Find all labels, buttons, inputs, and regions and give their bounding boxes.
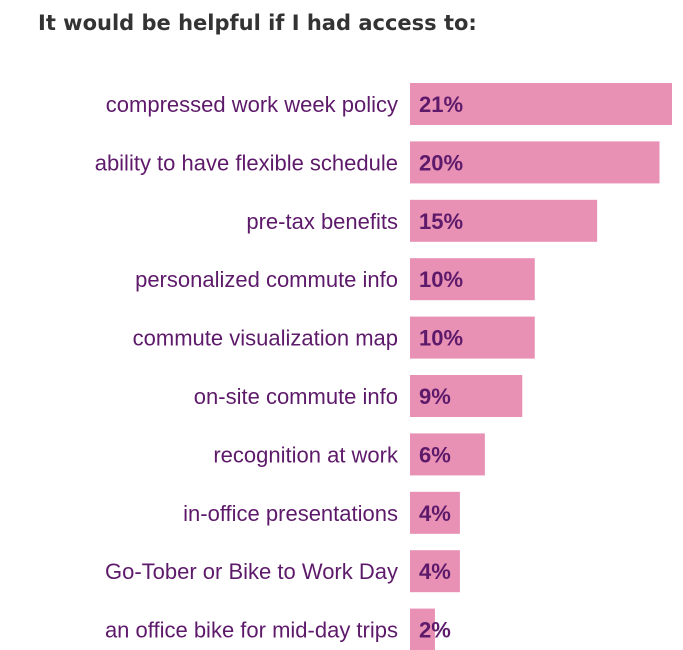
value-label: 10% xyxy=(419,326,463,351)
bar xyxy=(410,491,460,534)
category-label: pre-tax benefits xyxy=(246,209,398,234)
category-label: an office bike for mid-day trips xyxy=(105,618,398,643)
bar xyxy=(410,141,660,184)
category-label: ability to have flexible schedule xyxy=(95,150,398,175)
bar xyxy=(410,375,523,417)
bars-group: compressed work week policy 21% ability to… xyxy=(95,83,672,650)
category-label: personalized commute info xyxy=(135,267,398,292)
value-label: 15% xyxy=(419,209,463,234)
value-label: 4% xyxy=(419,559,451,584)
bar xyxy=(410,550,460,593)
value-label: 2% xyxy=(419,618,451,643)
category-label: on-site commute info xyxy=(194,384,398,409)
bar xyxy=(410,83,672,125)
category-label: recognition at work xyxy=(213,442,399,467)
value-label: 20% xyxy=(419,150,463,175)
value-label: 9% xyxy=(419,384,451,409)
value-label: 4% xyxy=(419,501,451,526)
category-label: in-office presentations xyxy=(183,501,398,526)
chart-title: It would be helpful if I had access to: xyxy=(38,11,477,35)
value-label: 6% xyxy=(419,442,451,467)
bar xyxy=(410,608,435,650)
category-label: commute visualization map xyxy=(133,326,398,351)
value-label: 21% xyxy=(419,92,463,117)
category-label: compressed work week policy xyxy=(106,92,398,117)
bar xyxy=(410,316,535,359)
bar xyxy=(410,433,485,476)
bar xyxy=(410,199,598,242)
bar xyxy=(410,258,535,301)
category-label: Go-Tober or Bike to Work Day xyxy=(105,559,398,584)
value-label: 10% xyxy=(419,267,463,292)
